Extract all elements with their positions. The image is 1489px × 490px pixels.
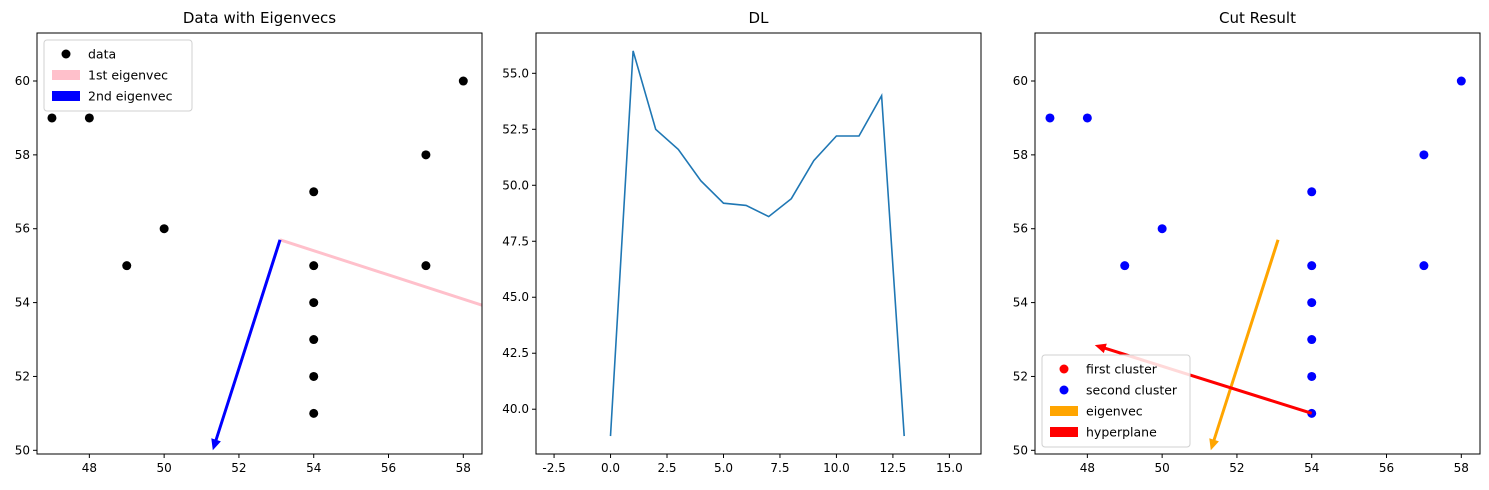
x-tick-label: 50 (1155, 461, 1170, 475)
series-line (609, 50, 905, 437)
legend-label: 1st eigenvec (88, 68, 168, 83)
y-tick-label: 50 (15, 443, 30, 457)
data-point (1456, 76, 1466, 86)
data-point (1157, 224, 1167, 234)
x-tick-label: 10.0 (823, 461, 850, 475)
x-tick-label: 5.0 (714, 461, 733, 475)
data-point (309, 335, 319, 345)
y-tick-label: 52 (1013, 369, 1028, 383)
data-point (159, 224, 169, 234)
x-tick-label: 56 (381, 461, 396, 475)
y-tick-label: 54 (15, 296, 30, 310)
data-point (309, 298, 319, 308)
data-point (1045, 113, 1055, 123)
legend-label: 2nd eigenvec (88, 89, 173, 104)
x-tick-label: 50 (157, 461, 172, 475)
data-point (1307, 335, 1317, 345)
data-point (1307, 371, 1317, 381)
x-tick-label: 12.5 (880, 461, 907, 475)
data-point (458, 76, 468, 86)
x-tick-label: 52 (1229, 461, 1244, 475)
legend-swatch (52, 70, 80, 80)
legend: first cluster second cluster eigenvec hyper… (1041, 354, 1191, 448)
data-point (84, 113, 94, 123)
y-tick-label: 52.5 (502, 122, 529, 136)
x-tick-label: -2.5 (542, 461, 565, 475)
data-point (1082, 113, 1092, 123)
data-point (47, 113, 57, 123)
x-tick-label: 15.0 (936, 461, 963, 475)
data-point (1307, 187, 1317, 197)
data-point (1419, 150, 1429, 160)
y-tick-label: 47.5 (502, 234, 529, 248)
chart-panel-1: Data with Eigenvecs 48 50 52 54 56 58 50 52 54 56 5… (15, 9, 483, 475)
plot-area (47, 76, 482, 451)
y-tick-label: 42.5 (502, 346, 529, 360)
axes-frame (535, 32, 982, 455)
x-tick-label: 7.5 (770, 461, 789, 475)
data-point (1307, 298, 1317, 308)
x-tick-label: 48 (82, 461, 97, 475)
x-tick-label: 54 (306, 461, 321, 475)
legend-box (43, 39, 193, 112)
y-tick-label: 50.0 (502, 178, 529, 192)
legend-marker (1059, 385, 1069, 395)
x-tick-label: 58 (1454, 461, 1469, 475)
legend-label: eigenvec (1086, 404, 1143, 419)
x-tick-label: 48 (1080, 461, 1095, 475)
data-point (309, 371, 319, 381)
chart-panel-3: Cut Result 48 50 52 54 56 58 50 52 54 56 58 60 first … (1013, 9, 1481, 475)
x-tick-label: 2.5 (657, 461, 676, 475)
data-point (309, 187, 319, 197)
x-tick-label: 54 (1304, 461, 1319, 475)
2nd-eigenvec-arrow (211, 239, 282, 451)
data-point (122, 261, 132, 271)
y-tick-label: 58 (15, 148, 30, 162)
y-tick-label: 55.0 (502, 66, 529, 80)
y-tick-label: 56 (15, 222, 30, 236)
legend-marker (61, 49, 71, 59)
data-point (421, 150, 431, 160)
chart-title: Cut Result (1219, 9, 1296, 27)
axes-frame (1034, 32, 1481, 455)
y-tick-label: 52 (15, 369, 30, 383)
y-tick-label: 60 (15, 74, 30, 88)
x-tick-label: 56 (1379, 461, 1394, 475)
legend-swatch (52, 91, 80, 101)
data-point (309, 261, 319, 271)
data-point (1419, 261, 1429, 271)
legend-label: second cluster (1086, 383, 1178, 398)
y-tick-label: 56 (1013, 222, 1028, 236)
data-point (421, 261, 431, 271)
eigenvec-arrow (1209, 239, 1280, 451)
y-tick-label: 58 (1013, 148, 1028, 162)
plot-area (609, 50, 905, 437)
x-tick-label: 52 (231, 461, 246, 475)
data-point (309, 408, 319, 418)
chart-title: Data with Eigenvecs (183, 9, 336, 27)
y-tick-label: 50 (1013, 443, 1028, 457)
x-tick-label: 58 (456, 461, 471, 475)
chart-title: DL (749, 9, 770, 27)
legend-swatch (1050, 406, 1078, 416)
legend-label: hyperplane (1086, 425, 1157, 440)
data-point (1307, 261, 1317, 271)
y-tick-label: 60 (1013, 74, 1028, 88)
chart-panel-2: DL -2.5 0.0 2.5 5.0 7.5 10.0 12.5 15.0 40.0 42.5 45… (502, 9, 982, 475)
y-tick-label: 54 (1013, 296, 1028, 310)
y-tick-label: 45.0 (502, 290, 529, 304)
1st-eigenvec-arrow (279, 238, 482, 307)
legend-label: first cluster (1086, 362, 1158, 377)
legend-marker (1059, 364, 1069, 374)
legend-box (1041, 354, 1191, 448)
y-tick-label: 40.0 (502, 402, 529, 416)
legend-label: data (88, 47, 116, 62)
axes-frame (36, 32, 483, 455)
legend: data 1st eigenvec 2nd eigenvec (43, 39, 193, 112)
x-tick-label: 0.0 (601, 461, 620, 475)
data-point (1120, 261, 1130, 271)
legend-swatch (1050, 427, 1078, 437)
